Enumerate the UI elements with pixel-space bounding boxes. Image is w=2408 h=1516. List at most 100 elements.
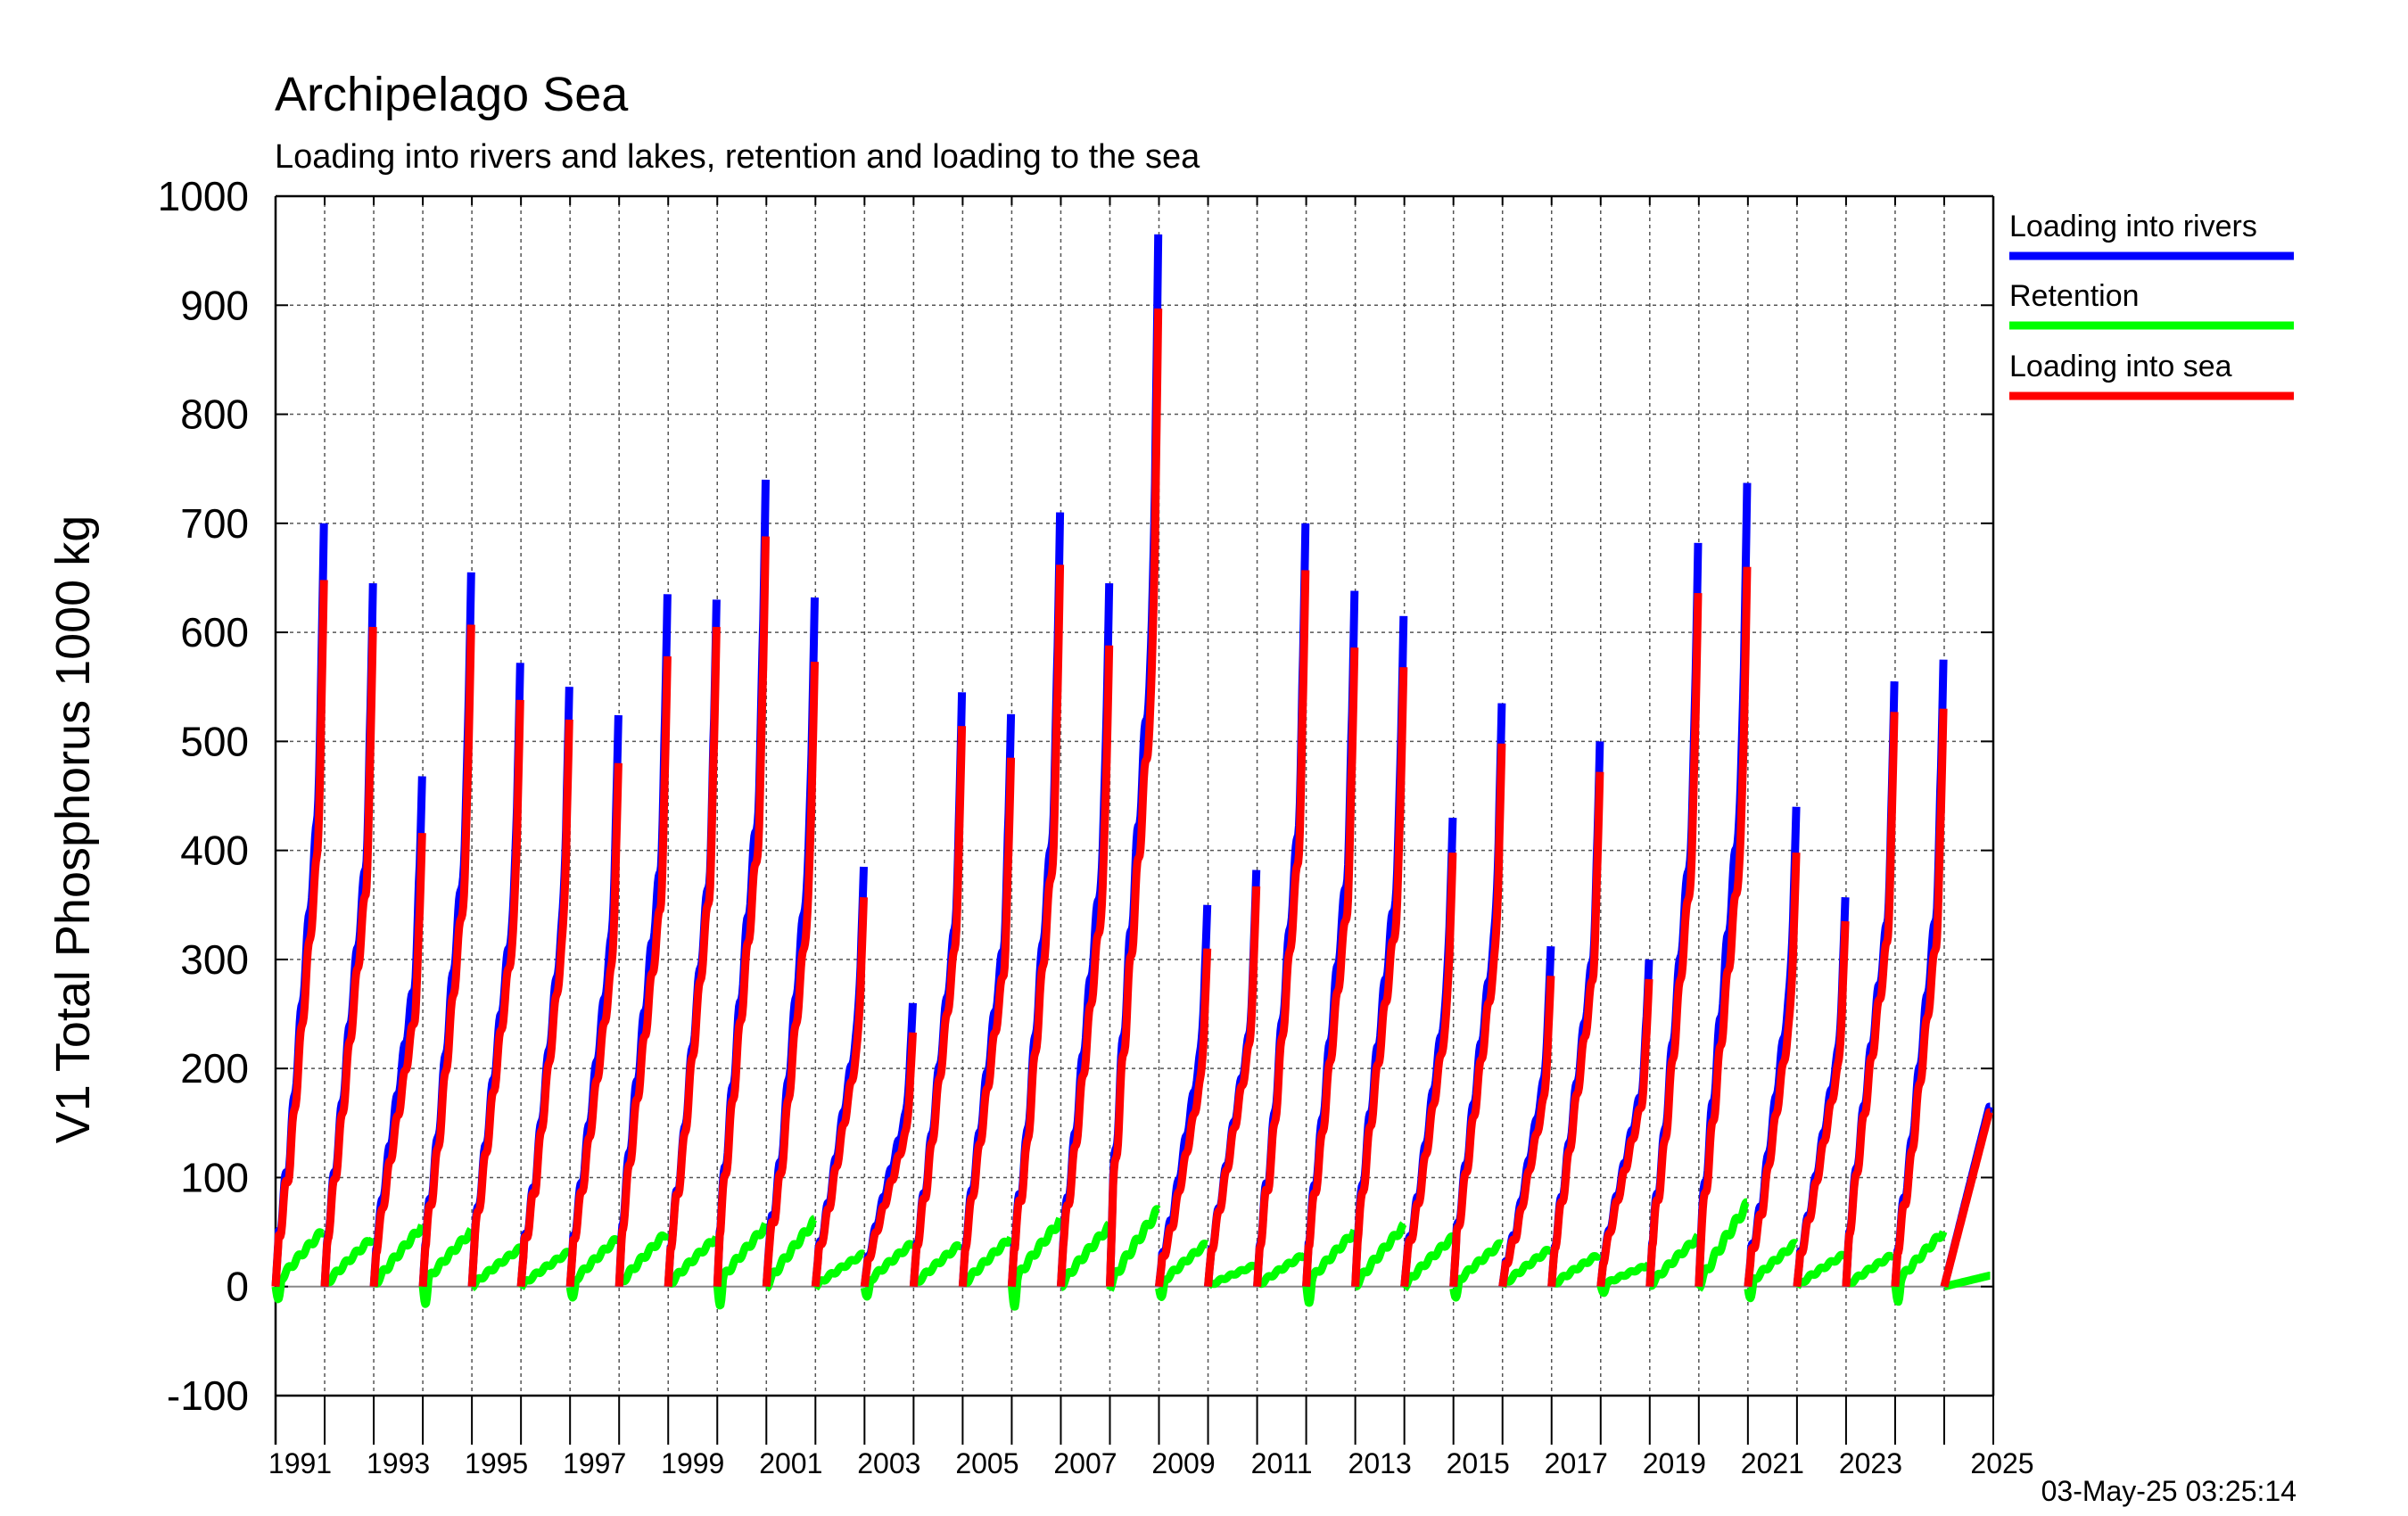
series-segment-sea (1793, 920, 1850, 1288)
series-segment-sea (1645, 593, 1703, 1287)
y-tick-label: 800 (180, 391, 249, 438)
y-tick-label: 400 (180, 828, 249, 874)
series-segment-retention (1106, 1205, 1162, 1293)
series-segment-retention (910, 1240, 966, 1288)
chart-title: Archipelago Sea (275, 68, 629, 121)
y-tick-label: 0 (226, 1264, 249, 1310)
series-segment-retention (1843, 1251, 1898, 1289)
series-retention (271, 1198, 1994, 1311)
series-segment-retention (1155, 1240, 1211, 1301)
series-segment-sea (1744, 852, 1801, 1288)
y-tick-label: 300 (180, 936, 249, 983)
series-segment-sea (1204, 886, 1261, 1288)
x-tick-label: 2003 (857, 1447, 920, 1479)
series-segment-retention (1254, 1251, 1309, 1289)
series-segment-sea (467, 699, 524, 1287)
series-segment-retention (1057, 1220, 1113, 1291)
series-segment-sea (860, 1032, 917, 1288)
series-segment-sea (1057, 645, 1114, 1287)
series-segment-rivers (1253, 523, 1310, 1287)
series-segment-sea (1891, 708, 1948, 1288)
series-segment-sea (418, 624, 475, 1287)
y-tick-label: 700 (180, 500, 249, 547)
series-segment-retention (1891, 1230, 1948, 1306)
y-tick-label: 500 (180, 718, 249, 764)
series-segment-retention (713, 1221, 770, 1310)
series-segment-sea (811, 897, 868, 1288)
series-segment-retention (1744, 1239, 1800, 1303)
series-segment-sea (713, 536, 770, 1287)
series-segment-rivers (1645, 542, 1703, 1287)
x-tick-label: 2015 (1447, 1447, 1510, 1479)
series-segment-sea (958, 757, 1016, 1288)
series-segment-sea (1449, 743, 1506, 1287)
x-tick-label: 1993 (367, 1447, 430, 1479)
x-tick-label: 2007 (1053, 1447, 1117, 1479)
x-tick-label: 2025 (1970, 1447, 2033, 1479)
series-segment-sea (1842, 712, 1899, 1287)
series-segment-retention (565, 1235, 622, 1302)
y-tick-label: 600 (180, 609, 249, 655)
x-tick-label: 2019 (1643, 1447, 1706, 1479)
series-segment-sea (1940, 1108, 1994, 1288)
series-segment-retention (1941, 1272, 1994, 1291)
series-segment-rivers (1007, 512, 1065, 1287)
series-segment-retention (1548, 1251, 1604, 1289)
series-segment-sea (1302, 647, 1359, 1287)
x-tick-label: 2005 (955, 1447, 1018, 1479)
series-segment-retention (1695, 1198, 1751, 1293)
series-segment-retention (959, 1235, 1015, 1288)
series-segment-rivers (664, 599, 721, 1287)
x-tick-label: 1995 (465, 1447, 528, 1479)
y-tick-label: 100 (180, 1154, 249, 1200)
series-segment-sea (1596, 978, 1653, 1288)
series-segment-retention (860, 1240, 917, 1301)
y-tick-label: 900 (180, 282, 249, 328)
series-segment-retention (1449, 1239, 1505, 1302)
x-tick-label: 2013 (1348, 1447, 1412, 1479)
series-segment-retention (1302, 1228, 1358, 1307)
series-segment-retention (1596, 1261, 1653, 1298)
legend-label-sea: Loading into sea (2009, 350, 2232, 383)
series-segment-sea (516, 719, 573, 1288)
series-segment-retention (370, 1223, 426, 1288)
series-segment-sea (762, 662, 819, 1288)
series-segment-retention (664, 1234, 721, 1288)
series-segment-sea (565, 762, 623, 1288)
y-tick-label: -100 (167, 1372, 249, 1419)
y-tick-label: 1000 (158, 173, 249, 219)
series-segment-sea (1400, 852, 1457, 1288)
series-segment-sea (614, 655, 672, 1287)
series-segment-sea (1695, 566, 1752, 1287)
series-segment-sea (1007, 564, 1065, 1287)
series-segment-sea (664, 626, 721, 1287)
x-tick-label: 1999 (661, 1447, 724, 1479)
x-tick-label: 1991 (268, 1447, 332, 1479)
timestamp: 03-May-25 03:25:14 (2041, 1475, 2297, 1507)
series-segment-sea (909, 726, 967, 1288)
series-lines (271, 234, 1994, 1311)
series-segment-sea (1155, 948, 1212, 1288)
legend: Loading into rivers Retention Loading in… (2009, 210, 2294, 400)
series-segment-sea (1498, 976, 1555, 1288)
series-segment-sea (1547, 771, 1604, 1288)
series-segment-retention (763, 1215, 819, 1292)
series-segment-retention (1401, 1232, 1456, 1292)
axes: -100 0 100 200 300 400 500 600 700 800 900 1000 1991… (158, 173, 2034, 1479)
series-segment-retention (320, 1236, 377, 1288)
series-segment-sea (271, 580, 328, 1287)
chart-subtitle: Loading into rivers and lakes, retention… (275, 138, 1200, 176)
series-segment-retention (1007, 1216, 1064, 1311)
x-tick-label: 2023 (1839, 1447, 1902, 1479)
series-segment-retention (1498, 1246, 1554, 1289)
series-segment-retention (614, 1231, 672, 1287)
series-segment-retention (1793, 1250, 1849, 1290)
series-segment-retention (468, 1243, 524, 1292)
series-sea (271, 308, 1994, 1288)
x-tick-label: 2011 (1251, 1447, 1313, 1479)
x-tick-label: 2017 (1545, 1447, 1608, 1479)
series-segment-retention (1204, 1261, 1260, 1289)
series-segment-sea (320, 626, 377, 1287)
y-tick-label: 200 (180, 1045, 249, 1092)
